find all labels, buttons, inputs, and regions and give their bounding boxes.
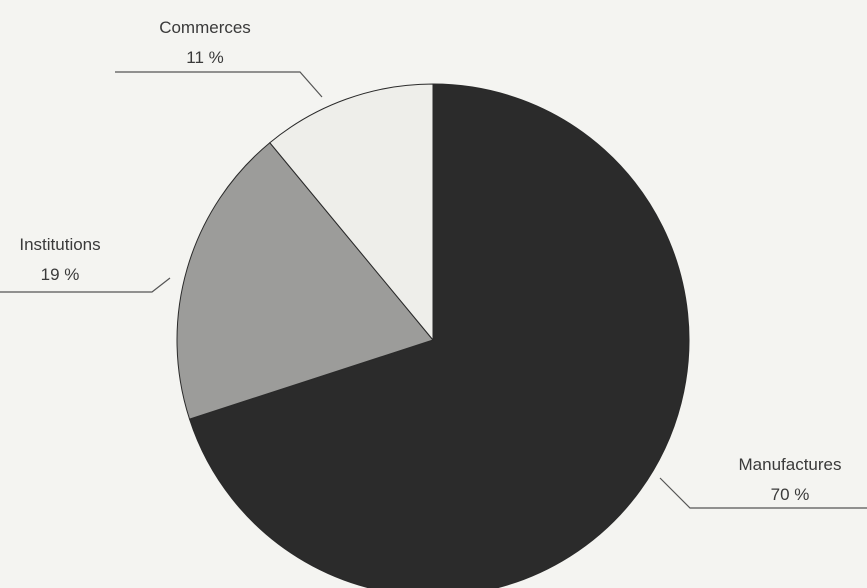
slice-label-institutions: Institutions (19, 235, 100, 254)
slice-value-manufactures: 70 % (771, 485, 810, 504)
slice-value-commerces: 11 % (186, 48, 224, 67)
leader-line-manufactures (659, 477, 867, 509)
slice-value-institutions: 19 % (41, 265, 80, 284)
pie-slice-manufactures (188, 83, 690, 588)
leader-line-commerces (115, 71, 323, 98)
pie-slice-commerces (269, 83, 434, 342)
slice-label-commerces: Commerces (159, 18, 251, 37)
slice-label-manufactures: Manufactures (739, 455, 842, 474)
leader-line-institutions (0, 277, 171, 293)
pie-slice-institutions (176, 142, 434, 420)
leader-lines (0, 71, 867, 509)
pie-slices (176, 83, 690, 588)
